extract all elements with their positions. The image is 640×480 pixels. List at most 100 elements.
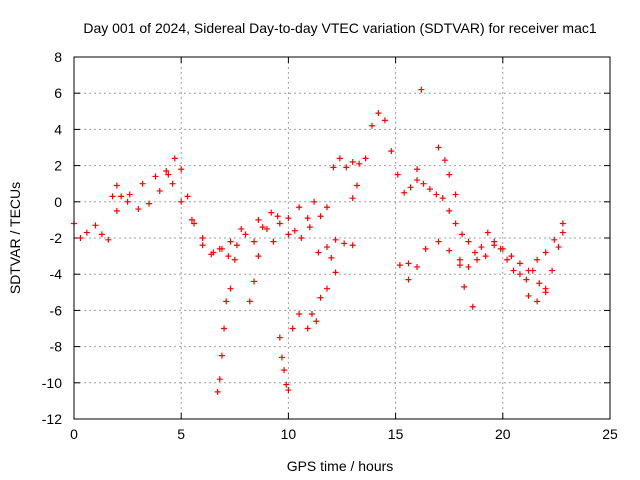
data-point	[278, 354, 285, 361]
data-point	[246, 298, 253, 305]
data-point	[461, 283, 468, 290]
data-point	[452, 191, 459, 198]
data-point	[420, 180, 427, 187]
data-points	[71, 86, 566, 395]
data-point	[83, 229, 90, 236]
data-point	[422, 245, 429, 252]
x-tick-label: 15	[388, 426, 404, 442]
data-point	[330, 164, 337, 171]
data-point	[478, 244, 485, 251]
data-point	[308, 311, 315, 318]
data-point	[92, 222, 99, 229]
grid-lines	[74, 57, 610, 419]
data-point	[394, 171, 401, 178]
data-point	[238, 225, 245, 232]
data-point	[534, 298, 541, 305]
data-point	[551, 236, 558, 243]
data-point	[426, 186, 433, 193]
data-point	[285, 215, 292, 222]
data-point	[414, 166, 421, 173]
data-point	[135, 206, 142, 213]
data-point	[446, 171, 453, 178]
data-point	[285, 387, 292, 394]
x-tick-label: 0	[70, 426, 78, 442]
y-tick-label: -10	[42, 375, 62, 391]
data-point	[504, 256, 511, 263]
x-tick-label: 5	[177, 426, 185, 442]
data-point	[414, 263, 421, 270]
data-point	[317, 294, 324, 301]
data-point	[336, 155, 343, 162]
y-tick-label: -6	[50, 302, 63, 318]
y-tick-label: -4	[50, 266, 63, 282]
data-point	[510, 267, 517, 274]
data-point	[171, 155, 178, 162]
data-point	[542, 289, 549, 296]
data-point	[156, 187, 163, 194]
data-point	[456, 262, 463, 269]
data-point	[285, 231, 292, 238]
data-point	[484, 229, 491, 236]
data-point	[214, 388, 221, 395]
data-point	[396, 262, 403, 269]
data-point	[559, 229, 566, 236]
data-point	[354, 182, 361, 189]
data-point	[317, 213, 324, 220]
data-point	[191, 220, 198, 227]
data-point	[105, 236, 112, 243]
data-point	[139, 180, 146, 187]
data-point	[221, 325, 228, 332]
data-point	[341, 240, 348, 247]
data-point	[474, 256, 481, 263]
data-point	[188, 216, 195, 223]
data-point	[216, 376, 223, 383]
data-point	[118, 193, 125, 200]
data-point	[225, 253, 232, 260]
data-point	[109, 193, 116, 200]
data-point	[559, 220, 566, 227]
data-point	[328, 254, 335, 261]
data-point	[456, 256, 463, 263]
y-tick-label: -2	[50, 230, 63, 246]
data-point	[362, 155, 369, 162]
data-point	[313, 318, 320, 325]
chart-title: Day 001 of 2024, Sidereal Day-to-day VTE…	[83, 20, 596, 36]
data-point	[349, 158, 356, 165]
y-tick-label: 2	[54, 158, 62, 174]
data-point	[414, 177, 421, 184]
data-point	[446, 207, 453, 214]
data-point	[369, 122, 376, 129]
data-point	[343, 164, 350, 171]
data-point	[482, 253, 489, 260]
y-tick-label: 8	[54, 49, 62, 65]
y-tick-label: 6	[54, 85, 62, 101]
data-point	[523, 276, 530, 283]
data-point	[536, 280, 543, 287]
data-point	[276, 220, 283, 227]
data-point	[516, 271, 523, 278]
data-point	[296, 311, 303, 318]
data-point	[435, 238, 442, 245]
data-point	[304, 325, 311, 332]
data-point	[231, 256, 238, 263]
data-point	[452, 220, 459, 227]
y-tick-label: -8	[50, 339, 63, 355]
data-point	[77, 235, 84, 241]
data-point	[441, 157, 448, 164]
data-point	[446, 247, 453, 254]
data-point	[289, 325, 296, 332]
data-point	[525, 267, 532, 274]
data-point	[210, 249, 217, 256]
data-point	[298, 235, 305, 241]
data-point	[291, 227, 298, 234]
data-point	[555, 244, 562, 251]
data-point	[255, 216, 262, 223]
data-point	[549, 267, 556, 274]
data-point	[251, 238, 258, 245]
data-point	[439, 195, 446, 202]
data-point	[146, 200, 153, 207]
data-point	[388, 148, 395, 155]
data-point	[401, 189, 408, 196]
data-point	[459, 231, 466, 238]
